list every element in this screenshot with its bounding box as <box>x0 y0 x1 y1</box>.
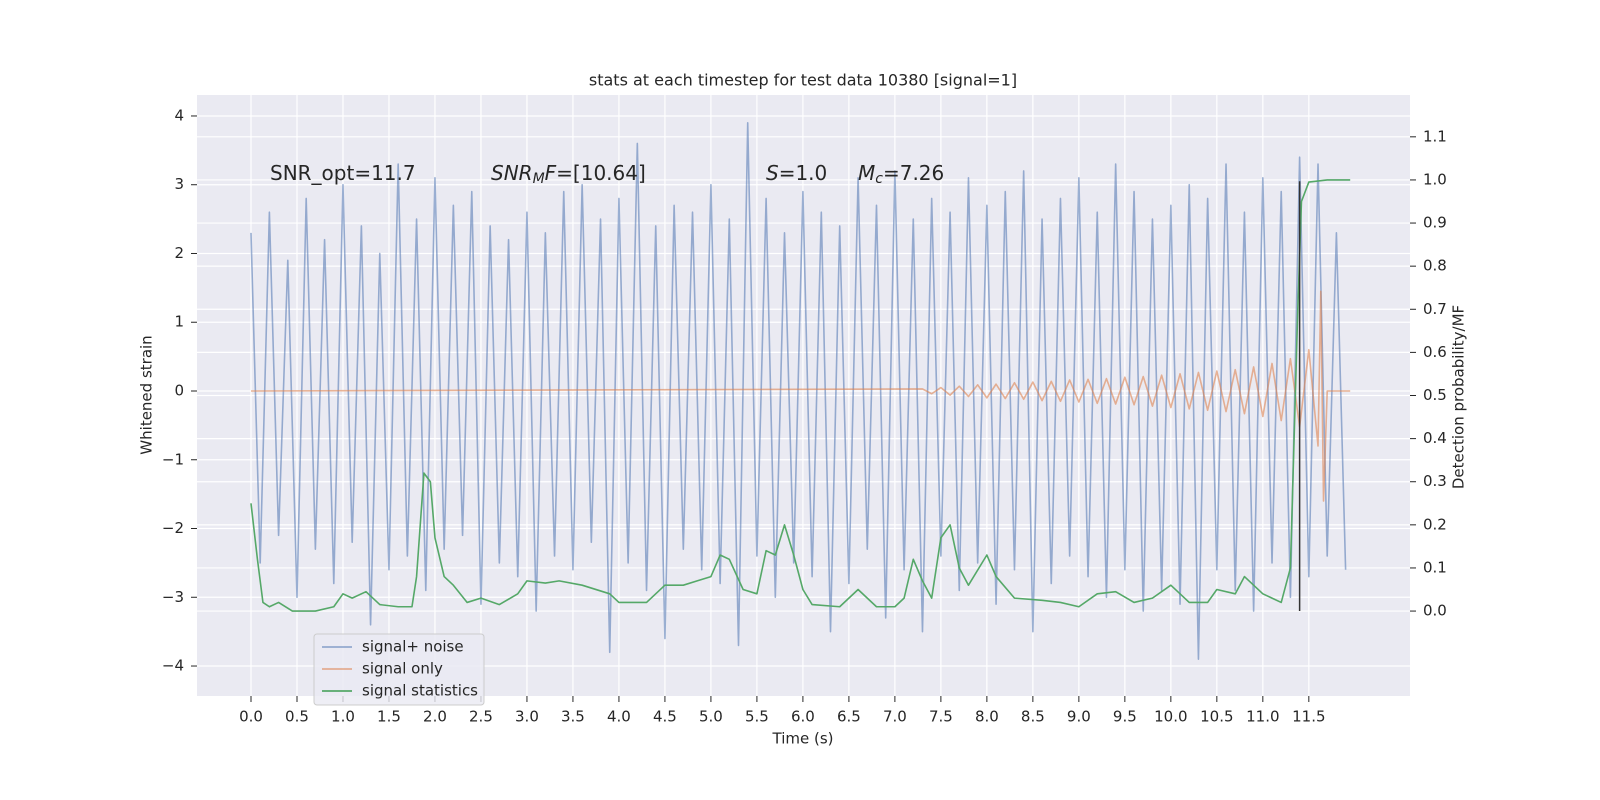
y2-axis-label: Detection probability/MF <box>1450 305 1468 489</box>
x-tick-label: 10.0 <box>1154 708 1187 726</box>
y-tick-label: 4 <box>174 106 184 124</box>
x-tick-label: 4.0 <box>607 708 631 726</box>
chart-title: stats at each timestep for test data 103… <box>589 71 1017 90</box>
y-tick-label: 1 <box>174 313 184 331</box>
marks <box>250 122 1351 660</box>
x-tick-label: 8.0 <box>975 708 999 726</box>
annotation-part: M <box>533 171 545 187</box>
x-tick-label: 0.5 <box>285 708 309 726</box>
x-tick-label: 11.5 <box>1292 708 1325 726</box>
x-tick-label: 9.5 <box>1113 708 1137 726</box>
y2-tick-label: 0.6 <box>1423 343 1447 361</box>
x-tick-label: 5.0 <box>699 708 723 726</box>
y-tick-label: −4 <box>162 657 184 675</box>
series-line <box>250 179 1351 612</box>
annotation-part: F <box>545 161 557 185</box>
annotation-part: =[10.64] <box>556 161 646 185</box>
y2-tick-label: 0.1 <box>1423 558 1447 576</box>
x-tick-label: 9.0 <box>1067 708 1091 726</box>
y2-tick-label: 1.1 <box>1423 127 1447 145</box>
annotation: SNR_opt=11.7 <box>270 161 416 185</box>
legend-box <box>313 633 485 706</box>
x-tick-label: 10.5 <box>1200 708 1233 726</box>
x-tick-label: 0.0 <box>239 708 263 726</box>
y2-tick-label: 0.0 <box>1423 602 1447 620</box>
annotation-part: M <box>858 161 875 185</box>
axes: 0.0 0.5 1.0 1.5 2.0 2.5 3.0 3.5 4.0 4.5 5.0 5.5 6.0 6… <box>162 106 1447 725</box>
y-tick-label: −2 <box>162 519 184 537</box>
x-tick-label: 4.5 <box>653 708 677 726</box>
x-tick-label: 7.5 <box>929 708 953 726</box>
x-tick-label: 3.5 <box>561 708 585 726</box>
x-tick-label: 1.0 <box>331 708 355 726</box>
y2-tick-label: 0.7 <box>1423 300 1447 318</box>
y2-tick-label: 0.8 <box>1423 257 1447 275</box>
legend-label: signal only <box>362 660 443 678</box>
x-tick-label: 7.0 <box>883 708 907 726</box>
annotation-part: SNR <box>491 161 533 185</box>
x-tick-label: 2.5 <box>469 708 493 726</box>
annotation: S=1.0 <box>766 161 827 185</box>
annotation-part: =7.26 <box>883 161 944 185</box>
series-line <box>250 122 1347 660</box>
x-tick-label: 11.0 <box>1246 708 1279 726</box>
annotation-part: S <box>766 161 779 185</box>
annotation-part: c <box>875 171 883 187</box>
x-tick-label: 6.0 <box>791 708 815 726</box>
y-tick-label: −1 <box>162 450 184 468</box>
y2-tick-label: 0.2 <box>1423 515 1447 533</box>
y2-tick-label: 0.5 <box>1423 386 1447 404</box>
x-tick-label: 3.0 <box>515 708 539 726</box>
y-axis-label: Whitened strain <box>138 335 156 454</box>
annotation-part: =1.0 <box>779 161 828 185</box>
x-tick-label: 1.5 <box>377 708 401 726</box>
y-tick-label: 2 <box>174 244 184 262</box>
x-axis-label: Time (s) <box>772 730 834 748</box>
x-tick-label: 6.5 <box>837 708 861 726</box>
x-tick-label: 2.0 <box>423 708 447 726</box>
y-tick-label: 0 <box>174 381 184 399</box>
y2-tick-label: 1.0 <box>1423 170 1447 188</box>
annotation: Mc=7.26 <box>858 161 944 188</box>
y2-tick-label: 0.3 <box>1423 472 1447 490</box>
annotation-part: SNR_opt=11.7 <box>270 161 416 185</box>
series-line <box>250 290 1351 502</box>
legend: signal+ noise signal only signal statistic… <box>313 633 485 706</box>
annotation: SNRMF=[10.64] <box>491 161 646 188</box>
y-tick-label: −3 <box>162 588 184 606</box>
x-tick-label: 8.5 <box>1021 708 1045 726</box>
y2-tick-label: 0.9 <box>1423 214 1447 232</box>
x-tick-label: 5.5 <box>745 708 769 726</box>
y-tick-label: 3 <box>174 175 184 193</box>
legend-label: signal+ noise <box>362 638 464 656</box>
y2-tick-label: 0.4 <box>1423 429 1447 447</box>
legend-label: signal statistics <box>362 682 478 700</box>
